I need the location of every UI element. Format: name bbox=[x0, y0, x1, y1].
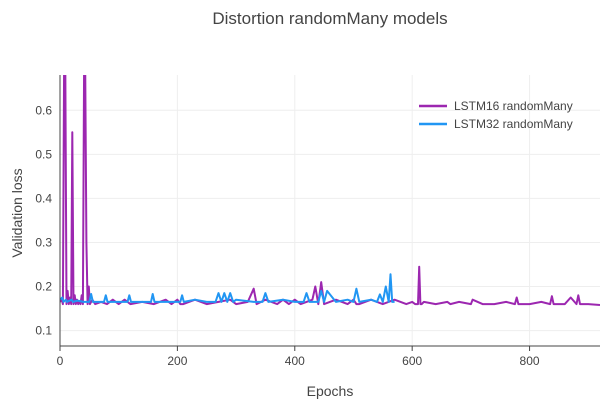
x-tick-label: 600 bbox=[402, 354, 422, 368]
x-axis-label: Epochs bbox=[307, 383, 354, 399]
y-tick-label: 0.4 bbox=[35, 191, 52, 205]
y-tick-label: 0.6 bbox=[35, 103, 52, 117]
legend-label: LSTM16 randomMany bbox=[454, 99, 573, 113]
series-line-2 bbox=[60, 273, 395, 303]
x-tick-label: 0 bbox=[57, 354, 64, 368]
grid bbox=[60, 75, 600, 346]
legend-item-1[interactable]: LSTM16 randomMany bbox=[419, 99, 573, 113]
x-tick-label: 800 bbox=[520, 354, 540, 368]
y-tick-label: 0.1 bbox=[35, 324, 52, 338]
x-tick-label: 400 bbox=[285, 354, 305, 368]
legend-item-2[interactable]: LSTM32 randomMany bbox=[419, 117, 573, 131]
legend[interactable]: LSTM16 randomMany LSTM32 randomMany bbox=[419, 99, 573, 131]
y-tick-label: 0.5 bbox=[35, 147, 52, 161]
x-tick-label: 200 bbox=[167, 354, 187, 368]
legend-label: LSTM32 randomMany bbox=[454, 117, 573, 131]
axes: 0 200 400 600 800 0.1 0.2 0.3 0.4 0.5 0.6 bbox=[35, 75, 600, 368]
y-tick-label: 0.3 bbox=[35, 235, 52, 249]
y-axis-label: Validation loss bbox=[9, 168, 25, 257]
series-line-1 bbox=[60, 75, 600, 306]
plot-area bbox=[60, 75, 600, 306]
chart-title: Distortion randomMany models bbox=[212, 9, 447, 28]
y-tick-label: 0.2 bbox=[35, 280, 52, 294]
